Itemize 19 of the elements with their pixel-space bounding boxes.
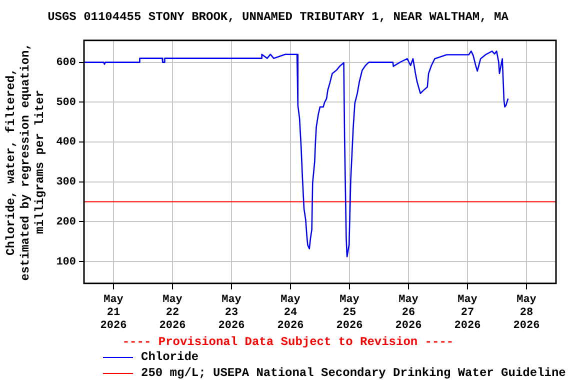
x-tick-label: May 21 2026: [100, 294, 127, 332]
text: ---- Provisional Data Subject to Revision ----: [121, 335, 455, 349]
y-tick-label: 300: [56, 176, 76, 189]
y-tick-label: 600: [56, 57, 76, 70]
y-axis-title: Chloride, water, filtered, estimated by regression equation, milligrams per liter: [4, 43, 48, 281]
legend-label: 250 mg/L; USEPA National Secondary Drinking Water Guideline: [141, 366, 566, 380]
x-tick-label: May 24 2026: [277, 294, 304, 332]
x-tick-label: May 27 2026: [454, 294, 481, 332]
y-tick-label: 500: [56, 96, 76, 109]
y-tick-label: 200: [56, 216, 76, 228]
y-tick-label: 100: [56, 256, 76, 268]
x-tick-label: May 26 2026: [395, 294, 422, 332]
x-tick-label: May 28 2026: [513, 294, 540, 332]
x-tick-label: May 22 2026: [159, 294, 186, 332]
y-tick-label: 400: [56, 136, 76, 149]
legend-label: Chloride: [141, 350, 199, 364]
x-tick-label: May 25 2026: [336, 294, 363, 332]
chart-title: USGS 01104455 STONY BROOK, UNNAMED TRIBUTARY 1, NEAR WALTHAM, MA: [48, 10, 510, 24]
x-tick-label: May 23 2026: [218, 294, 245, 332]
